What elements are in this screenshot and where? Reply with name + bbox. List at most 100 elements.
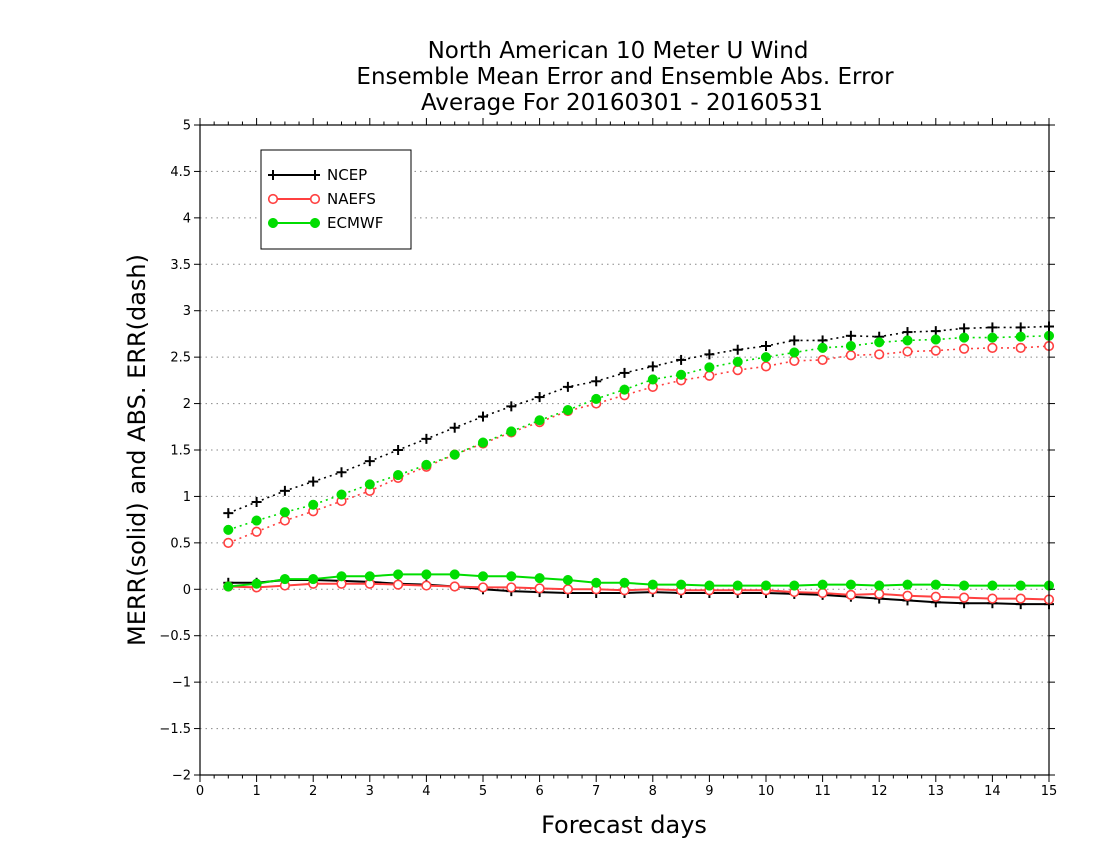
- abs-err-point-ncep: [478, 411, 488, 422]
- abs-err-point-naefs: [845, 350, 857, 361]
- y-tick-label: 1.5: [170, 444, 191, 459]
- legend-marker: [268, 170, 278, 180]
- abs-err-point-naefs: [732, 365, 743, 376]
- merr-point-ecmwf: [449, 569, 460, 580]
- abs-err-point-ncep: [676, 354, 687, 365]
- merr-point-ecmwf: [959, 580, 970, 591]
- merr-point-naefs: [817, 587, 828, 599]
- legend: NCEP NAEFS ECMWF: [260, 149, 412, 250]
- abs-err-point-ncep: [789, 335, 800, 346]
- y-tick-label: 0: [183, 583, 191, 598]
- abs-err-point-ncep: [223, 508, 234, 519]
- title-line-1: North American 10 Meter U Wind: [428, 38, 809, 64]
- abs-err-point-ncep: [562, 381, 573, 392]
- merr-point-ecmwf: [421, 569, 432, 580]
- merr-point-ecmwf: [534, 573, 545, 584]
- y-axis-title: MERR(solid) and ABS. ERR(dash): [123, 254, 151, 646]
- x-tick-label: 6: [535, 784, 543, 799]
- abs-err-point-ecmwf: [704, 362, 715, 373]
- merr-point-naefs: [902, 590, 913, 601]
- abs-err-point-naefs: [279, 515, 291, 526]
- y-tick-label: −2: [172, 769, 191, 784]
- y-tick-label: 3.5: [170, 258, 191, 273]
- x-tick-label: 10: [758, 784, 775, 799]
- legend-label: ECMWF: [327, 214, 383, 232]
- abs-err-point-naefs: [704, 370, 715, 381]
- abs-err-point-ncep: [959, 323, 970, 334]
- y-tick-label: −0.5: [159, 629, 191, 644]
- x-tick-label: 11: [814, 784, 831, 799]
- y-tick-label: −1: [172, 676, 191, 691]
- legend-marker: [310, 170, 320, 180]
- merr-point-ecmwf: [393, 569, 404, 580]
- abs-err-point-ncep: [647, 361, 658, 372]
- abs-err-point-naefs: [902, 346, 913, 357]
- abs-err-point-ecmwf: [930, 334, 941, 345]
- abs-err-point-ecmwf: [251, 515, 262, 526]
- merr-point-ecmwf: [704, 580, 715, 591]
- x-tick-label: 12: [871, 784, 888, 799]
- abs-err-point-ecmwf: [393, 470, 404, 481]
- y-tick-label: 4: [183, 211, 191, 226]
- abs-err-point-ecmwf: [421, 459, 432, 470]
- abs-err-point-ncep: [591, 376, 602, 387]
- merr-point-naefs: [987, 593, 998, 604]
- abs-err-point-ecmwf: [732, 356, 743, 367]
- abs-err-point-ncep: [421, 433, 432, 444]
- abs-err-point-ncep: [393, 445, 404, 455]
- abs-err-point-ecmwf: [817, 342, 828, 353]
- axes: −2−1.5−1−0.500.511.522.533.544.550 1 2 3 4 5 6…: [159, 118, 1057, 799]
- merr-point-ecmwf: [223, 581, 234, 592]
- abs-err-point-naefs: [817, 354, 828, 366]
- abs-err-point-ecmwf: [477, 437, 489, 448]
- x-axis-title: Forecast days: [541, 811, 707, 839]
- merr-point-ecmwf: [308, 574, 319, 585]
- merr-point-ecmwf: [647, 579, 658, 590]
- abs-err-point-ecmwf: [336, 489, 347, 500]
- x-tick-label: 8: [649, 784, 657, 799]
- y-tick-label: 1: [183, 490, 191, 505]
- abs-err-point-ecmwf: [676, 369, 687, 380]
- title-line-3: Average For 20160301 - 20160531: [421, 90, 823, 116]
- abs-err-point-ncep: [336, 467, 347, 478]
- abs-err-point-naefs: [760, 361, 772, 372]
- y-tick-label: 2.5: [170, 351, 191, 366]
- x-tick-label: 13: [928, 784, 945, 799]
- abs-err-point-ecmwf: [845, 340, 856, 352]
- legend-marker: [267, 217, 279, 229]
- grid: [200, 170, 1049, 730]
- legend-marker: [309, 193, 321, 205]
- abs-err-point-ecmwf: [1015, 331, 1026, 342]
- abs-err-point-naefs: [1015, 342, 1026, 353]
- abs-err-point-ecmwf: [647, 374, 658, 385]
- merr-point-ecmwf: [732, 580, 743, 591]
- merr-point-ecmwf: [591, 577, 602, 588]
- abs-err-point-ncep: [534, 392, 545, 403]
- merr-point-ecmwf: [364, 571, 375, 582]
- abs-err-point-naefs: [789, 355, 800, 366]
- abs-err-point-ncep: [449, 422, 460, 433]
- abs-err-point-ncep: [506, 401, 517, 412]
- abs-err-point-ncep: [308, 476, 319, 487]
- legend-marker: [309, 217, 321, 229]
- abs-err-point-ecmwf: [449, 449, 460, 460]
- abs-err-point-naefs: [930, 345, 941, 356]
- abs-err-point-ecmwf: [591, 393, 602, 404]
- merr-point-ecmwf: [562, 574, 573, 586]
- abs-err-point-ecmwf: [534, 415, 545, 426]
- abs-err-line-ecmwf: [228, 335, 1050, 531]
- abs-err-point-naefs: [958, 343, 970, 354]
- abs-err-point-ecmwf: [789, 347, 800, 358]
- abs-err-point-ecmwf: [760, 352, 772, 363]
- merr-point-ecmwf: [477, 571, 489, 582]
- merr-point-ecmwf: [279, 574, 290, 585]
- merr-point-naefs: [562, 584, 574, 595]
- merr-point-ecmwf: [1015, 580, 1026, 591]
- abs-err-point-ecmwf: [279, 507, 290, 518]
- abs-err-line-naefs: [228, 345, 1050, 544]
- abs-err-point-naefs: [987, 342, 998, 353]
- x-tick-label: 9: [705, 784, 713, 799]
- abs-err-point-ecmwf: [562, 405, 573, 416]
- merr-point-naefs: [1015, 593, 1026, 604]
- abs-err-point-ncep: [761, 341, 771, 351]
